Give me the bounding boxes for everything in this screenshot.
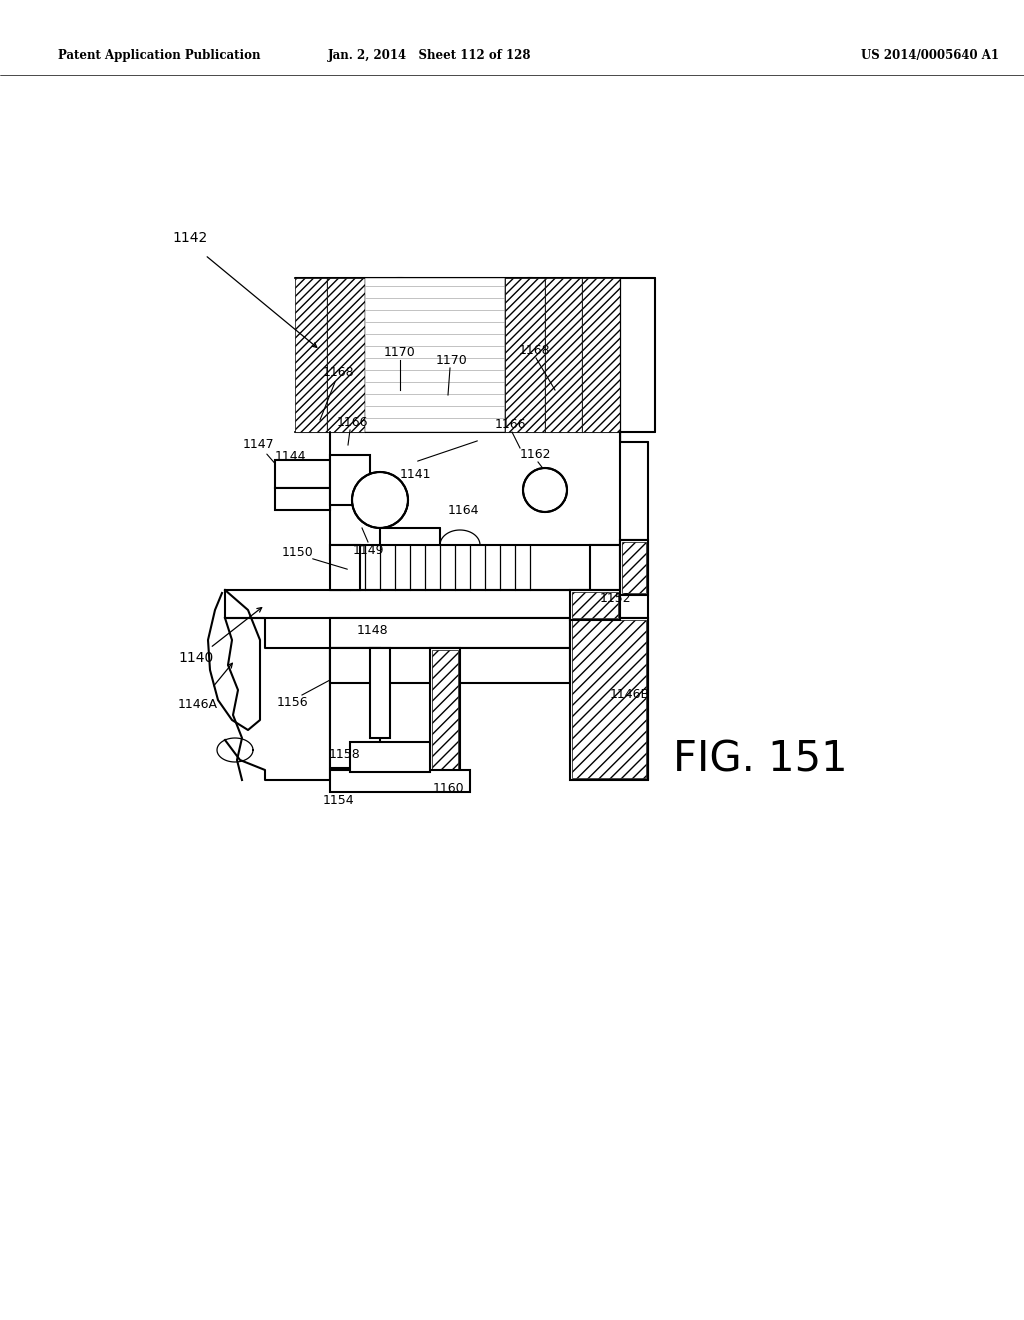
Bar bbox=[572, 591, 618, 618]
Bar bbox=[620, 540, 648, 595]
Text: 1156: 1156 bbox=[276, 696, 308, 709]
Bar bbox=[350, 742, 430, 772]
Text: 1166: 1166 bbox=[495, 418, 525, 432]
Bar bbox=[330, 648, 570, 682]
Text: 1146B: 1146B bbox=[610, 689, 650, 701]
Bar bbox=[330, 648, 380, 768]
Text: 1150: 1150 bbox=[283, 545, 314, 558]
Text: 1168: 1168 bbox=[323, 366, 354, 379]
Bar bbox=[330, 618, 570, 648]
Text: 1152: 1152 bbox=[600, 591, 632, 605]
Text: 1154: 1154 bbox=[323, 793, 354, 807]
Bar bbox=[572, 620, 646, 777]
Text: Patent Application Publication: Patent Application Publication bbox=[58, 49, 260, 62]
Bar bbox=[570, 590, 620, 620]
Text: 1140: 1140 bbox=[178, 651, 214, 665]
Text: FIG. 151: FIG. 151 bbox=[673, 739, 847, 781]
Bar bbox=[582, 279, 620, 432]
Bar bbox=[370, 648, 390, 738]
Text: 1160: 1160 bbox=[432, 781, 464, 795]
Text: 1148: 1148 bbox=[356, 623, 388, 636]
Bar bbox=[590, 545, 620, 590]
Text: 1164: 1164 bbox=[447, 503, 479, 516]
Bar bbox=[430, 648, 460, 777]
Text: 1144: 1144 bbox=[274, 450, 306, 462]
Bar bbox=[570, 618, 648, 780]
Text: 1158: 1158 bbox=[329, 748, 360, 762]
Bar bbox=[545, 279, 582, 432]
Text: 1166: 1166 bbox=[336, 416, 368, 429]
Bar bbox=[330, 545, 360, 590]
Bar bbox=[622, 543, 646, 593]
Bar bbox=[505, 279, 545, 432]
Text: 1142: 1142 bbox=[172, 231, 208, 246]
Bar bbox=[275, 488, 330, 510]
Bar bbox=[327, 279, 365, 432]
Circle shape bbox=[523, 469, 567, 512]
Bar bbox=[330, 455, 370, 506]
Text: 1146A: 1146A bbox=[178, 698, 218, 711]
Bar bbox=[295, 279, 327, 432]
Circle shape bbox=[352, 473, 408, 528]
Bar bbox=[330, 770, 470, 792]
Bar bbox=[365, 279, 505, 432]
Text: 1141: 1141 bbox=[400, 469, 431, 480]
Bar bbox=[275, 459, 330, 488]
Text: 1147: 1147 bbox=[243, 437, 273, 450]
Text: Jan. 2, 2014   Sheet 112 of 128: Jan. 2, 2014 Sheet 112 of 128 bbox=[329, 49, 531, 62]
Text: 1149: 1149 bbox=[352, 544, 384, 557]
Text: 1162: 1162 bbox=[519, 449, 551, 462]
Text: 1170: 1170 bbox=[436, 354, 468, 367]
Bar bbox=[432, 649, 458, 776]
Text: 1170: 1170 bbox=[384, 346, 416, 359]
Text: 1168: 1168 bbox=[518, 343, 550, 356]
Text: US 2014/0005640 A1: US 2014/0005640 A1 bbox=[861, 49, 999, 62]
